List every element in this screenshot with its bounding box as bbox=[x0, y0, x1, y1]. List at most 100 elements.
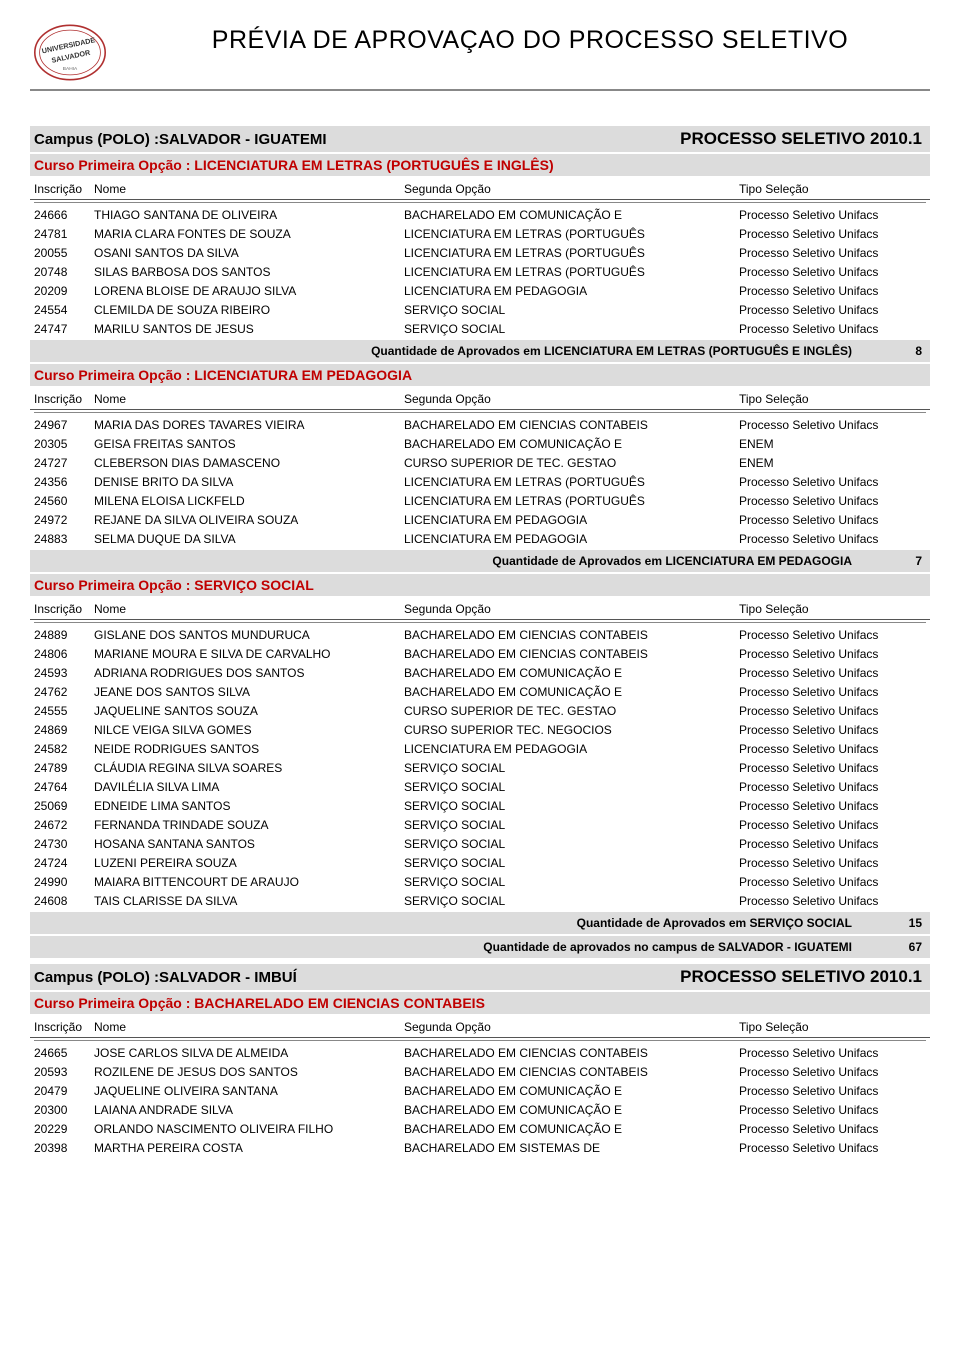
data-rows: 24666THIAGO SANTANA DE OLIVEIRABACHARELA… bbox=[30, 203, 930, 338]
cell-segunda: SERVIÇO SOCIAL bbox=[404, 303, 739, 317]
cell-segunda: BACHARELADO EM COMUNICAÇÃO E bbox=[404, 666, 739, 680]
cell-tipo: Processo Seletivo Unifacs bbox=[739, 227, 926, 241]
cell-inscricao: 20748 bbox=[34, 265, 94, 279]
course-label: Curso Primeira Opção : SERVIÇO SOCIAL bbox=[34, 577, 314, 593]
table-row: 24806MARIANE MOURA E SILVA DE CARVALHOBA… bbox=[30, 644, 930, 663]
cell-tipo: Processo Seletivo Unifacs bbox=[739, 1103, 926, 1117]
summary-label: Quantidade de Aprovados em SERVIÇO SOCIA… bbox=[577, 916, 852, 930]
campus-label: Campus (POLO) :SALVADOR - IMBUÍ bbox=[34, 969, 297, 986]
table-row: 24608TAIS CLARISSE DA SILVASERVIÇO SOCIA… bbox=[30, 891, 930, 910]
cell-nome: DAVILÉLIA SILVA LIMA bbox=[94, 780, 404, 794]
table-row: 24666THIAGO SANTANA DE OLIVEIRABACHARELA… bbox=[30, 205, 930, 224]
table-row: 24560MILENA ELOISA LICKFELDLICENCIATURA … bbox=[30, 491, 930, 510]
cell-tipo: Processo Seletivo Unifacs bbox=[739, 494, 926, 508]
cell-inscricao: 20229 bbox=[34, 1122, 94, 1136]
col-tipo-selecao: Tipo Seleção bbox=[739, 1020, 926, 1034]
table-row: 24967MARIA DAS DORES TAVARES VIEIRABACHA… bbox=[30, 415, 930, 434]
cell-segunda: SERVIÇO SOCIAL bbox=[404, 875, 739, 889]
cell-segunda: SERVIÇO SOCIAL bbox=[404, 322, 739, 336]
cell-inscricao: 24666 bbox=[34, 208, 94, 222]
cell-nome: MARTHA PEREIRA COSTA bbox=[94, 1141, 404, 1155]
course-header: Curso Primeira Opção : BACHARELADO EM CI… bbox=[30, 992, 930, 1014]
cell-segunda: BACHARELADO EM COMUNICAÇÃO E bbox=[404, 1122, 739, 1136]
page-title: PRÉVIA DE APROVAÇAO DO PROCESSO SELETIVO bbox=[130, 20, 930, 55]
data-rows: 24967MARIA DAS DORES TAVARES VIEIRABACHA… bbox=[30, 413, 930, 548]
course-header: Curso Primeira Opção : SERVIÇO SOCIAL bbox=[30, 574, 930, 596]
cell-nome: REJANE DA SILVA OLIVEIRA SOUZA bbox=[94, 513, 404, 527]
cell-nome: CLEMILDA DE SOUZA RIBEIRO bbox=[94, 303, 404, 317]
cell-segunda: BACHARELADO EM CIENCIAS CONTABEIS bbox=[404, 418, 739, 432]
table-row: 24781MARIA CLARA FONTES DE SOUZALICENCIA… bbox=[30, 224, 930, 243]
cell-nome: GEISA FREITAS SANTOS bbox=[94, 437, 404, 451]
cell-nome: JAQUELINE SANTOS SOUZA bbox=[94, 704, 404, 718]
cell-inscricao: 20055 bbox=[34, 246, 94, 260]
cell-tipo: Processo Seletivo Unifacs bbox=[739, 647, 926, 661]
course-header: Curso Primeira Opção : LICENCIATURA EM P… bbox=[30, 364, 930, 386]
cell-nome: LUZENI PEREIRA SOUZA bbox=[94, 856, 404, 870]
course-label: Curso Primeira Opção : BACHARELADO EM CI… bbox=[34, 995, 485, 1011]
table-row: 20479JAQUELINE OLIVEIRA SANTANABACHARELA… bbox=[30, 1081, 930, 1100]
table-row: 24889GISLANE DOS SANTOS MUNDURUCABACHARE… bbox=[30, 625, 930, 644]
cell-nome: FERNANDA TRINDADE SOUZA bbox=[94, 818, 404, 832]
cell-nome: DENISE BRITO DA SILVA bbox=[94, 475, 404, 489]
cell-inscricao: 24356 bbox=[34, 475, 94, 489]
course-summary: Quantidade de Aprovados em LICENCIATURA … bbox=[30, 550, 930, 572]
course-label: Curso Primeira Opção : LICENCIATURA EM L… bbox=[34, 157, 554, 173]
cell-segunda: SERVIÇO SOCIAL bbox=[404, 799, 739, 813]
cell-segunda: BACHARELADO EM CIENCIAS CONTABEIS bbox=[404, 1046, 739, 1060]
cell-inscricao: 24672 bbox=[34, 818, 94, 832]
cell-nome: CLEBERSON DIAS DAMASCENO bbox=[94, 456, 404, 470]
table-row: 24747MARILU SANTOS DE JESUSSERVIÇO SOCIA… bbox=[30, 319, 930, 338]
cell-inscricao: 24554 bbox=[34, 303, 94, 317]
cell-nome: MARIA CLARA FONTES DE SOUZA bbox=[94, 227, 404, 241]
cell-nome: THIAGO SANTANA DE OLIVEIRA bbox=[94, 208, 404, 222]
col-tipo-selecao: Tipo Seleção bbox=[739, 392, 926, 406]
cell-inscricao: 24747 bbox=[34, 322, 94, 336]
cell-tipo: Processo Seletivo Unifacs bbox=[739, 761, 926, 775]
cell-tipo: Processo Seletivo Unifacs bbox=[739, 1046, 926, 1060]
cell-tipo: Processo Seletivo Unifacs bbox=[739, 742, 926, 756]
cell-inscricao: 24730 bbox=[34, 837, 94, 851]
cell-nome: CLÁUDIA REGINA SILVA SOARES bbox=[94, 761, 404, 775]
summary-count: 7 bbox=[892, 554, 922, 568]
cell-inscricao: 20209 bbox=[34, 284, 94, 298]
col-segunda-opcao: Segunda Opção bbox=[404, 602, 739, 616]
course-header: Curso Primeira Opção : LICENCIATURA EM L… bbox=[30, 154, 930, 176]
cell-inscricao: 24762 bbox=[34, 685, 94, 699]
cell-tipo: Processo Seletivo Unifacs bbox=[739, 1122, 926, 1136]
col-tipo-selecao: Tipo Seleção bbox=[739, 602, 926, 616]
table-row: 20398MARTHA PEREIRA COSTABACHARELADO EM … bbox=[30, 1138, 930, 1157]
cell-segunda: LICENCIATURA EM LETRAS (PORTUGUÊS bbox=[404, 494, 739, 508]
cell-tipo: Processo Seletivo Unifacs bbox=[739, 418, 926, 432]
cell-nome: MARILU SANTOS DE JESUS bbox=[94, 322, 404, 336]
cell-segunda: LICENCIATURA EM LETRAS (PORTUGUÊS bbox=[404, 265, 739, 279]
table-row: 20055OSANI SANTOS DA SILVALICENCIATURA E… bbox=[30, 243, 930, 262]
cell-segunda: CURSO SUPERIOR TEC. NEGOCIOS bbox=[404, 723, 739, 737]
summary-label: Quantidade de Aprovados em LICENCIATURA … bbox=[492, 554, 852, 568]
col-inscricao: Inscrição bbox=[34, 392, 94, 406]
col-nome: Nome bbox=[94, 392, 404, 406]
campus-header: Campus (POLO) :SALVADOR - IMBUÍPROCESSO … bbox=[30, 964, 930, 990]
cell-tipo: Processo Seletivo Unifacs bbox=[739, 666, 926, 680]
summary-count: 8 bbox=[892, 344, 922, 358]
cell-tipo: Processo Seletivo Unifacs bbox=[739, 799, 926, 813]
cell-tipo: Processo Seletivo Unifacs bbox=[739, 723, 926, 737]
column-headers: InscriçãoNomeSegunda OpçãoTipo Seleção bbox=[30, 596, 930, 620]
cell-tipo: Processo Seletivo Unifacs bbox=[739, 303, 926, 317]
cell-nome: HOSANA SANTANA SANTOS bbox=[94, 837, 404, 851]
cell-tipo: Processo Seletivo Unifacs bbox=[739, 265, 926, 279]
report-body: Campus (POLO) :SALVADOR - IGUATEMIPROCES… bbox=[30, 126, 930, 1157]
cell-nome: SILAS BARBOSA DOS SANTOS bbox=[94, 265, 404, 279]
cell-segunda: BACHARELADO EM COMUNICAÇÃO E bbox=[404, 685, 739, 699]
cell-segunda: BACHARELADO EM SISTEMAS DE bbox=[404, 1141, 739, 1155]
table-row: 20209LORENA BLOISE DE ARAUJO SILVALICENC… bbox=[30, 281, 930, 300]
cell-tipo: Processo Seletivo Unifacs bbox=[739, 837, 926, 851]
cell-inscricao: 24781 bbox=[34, 227, 94, 241]
cell-segunda: CURSO SUPERIOR DE TEC. GESTAO bbox=[404, 456, 739, 470]
cell-nome: SELMA DUQUE DA SILVA bbox=[94, 532, 404, 546]
cell-inscricao: 24665 bbox=[34, 1046, 94, 1060]
column-headers: InscriçãoNomeSegunda OpçãoTipo Seleção bbox=[30, 1014, 930, 1038]
cell-inscricao: 24869 bbox=[34, 723, 94, 737]
col-segunda-opcao: Segunda Opção bbox=[404, 1020, 739, 1034]
cell-nome: JOSE CARLOS SILVA DE ALMEIDA bbox=[94, 1046, 404, 1060]
